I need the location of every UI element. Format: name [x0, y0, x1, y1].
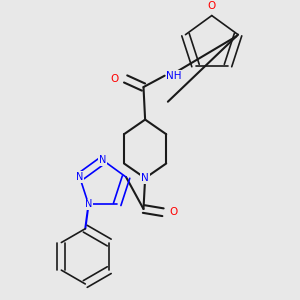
- Text: N: N: [76, 172, 83, 182]
- Text: N: N: [141, 173, 149, 183]
- Text: N: N: [99, 155, 106, 165]
- Text: O: O: [208, 1, 216, 11]
- Text: N: N: [85, 199, 92, 209]
- Text: O: O: [111, 74, 119, 84]
- Text: NH: NH: [166, 71, 182, 81]
- Text: O: O: [169, 207, 178, 217]
